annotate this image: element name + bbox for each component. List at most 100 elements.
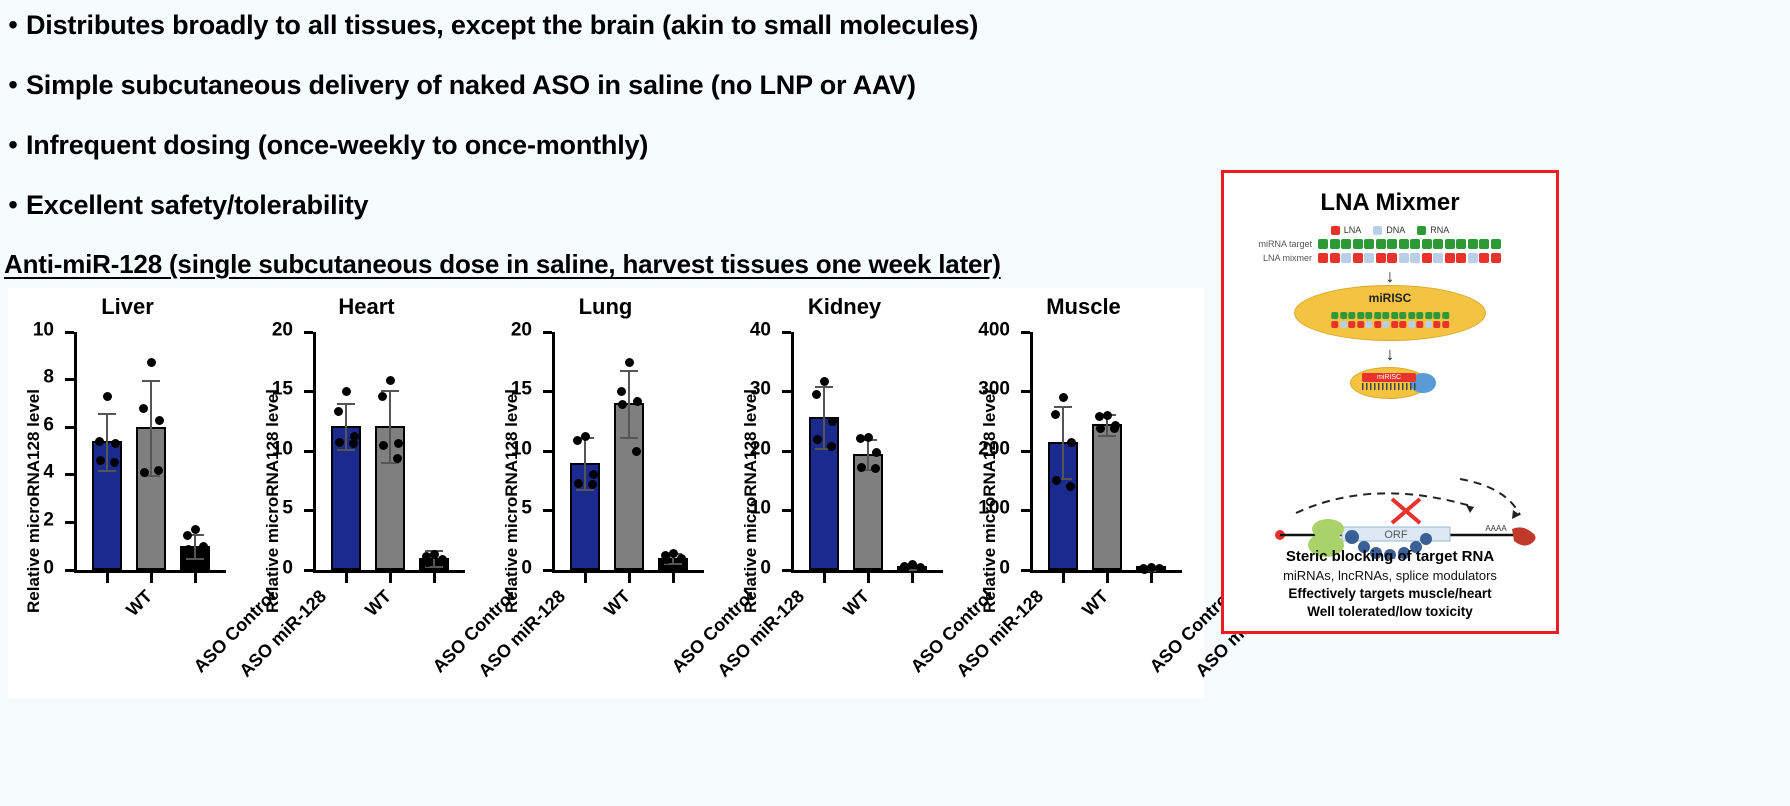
y-tick: 20 [750,438,791,459]
y-tick-label: 5 [282,497,293,519]
error-cap-lower [425,566,443,569]
y-tick: 10 [272,438,313,459]
data-point [811,389,821,399]
error-bar [150,379,152,475]
data-point [421,552,431,562]
x-tick-label: WT [122,586,157,620]
y-tick-label: 0 [760,557,771,579]
chart-title: Lung [578,294,633,319]
data-point [349,432,359,442]
panel-captions: Steric blocking of target RNA miRNAs, ln… [1224,548,1556,619]
list-item: • Infrequent dosing (once-weekly to once… [0,128,1400,162]
data-point [819,376,829,386]
y-tick-label: 10 [749,497,771,519]
y-tick-label: 2 [43,509,54,531]
data-point [109,458,119,468]
data-point [1154,564,1164,574]
y-tick: 4 [43,462,74,483]
list-item: • Simple subcutaneous delivery of naked … [0,68,1400,102]
error-cap-upper [381,390,399,393]
x-axis [552,570,704,573]
x-tick-label: WT [1078,586,1113,620]
error-bar [672,553,674,563]
data-point [422,558,432,568]
chart-kidney: Kidney Relative microRNA128 level 0 10 20 30 4… [725,288,1047,698]
data-point [1139,564,1149,574]
data-point [154,415,164,425]
legend-item-lna: LNA [1330,225,1361,235]
x-tick-label: WT [361,586,396,620]
caption-modalities: miRNAs, lncRNAs, splice modulators [1283,568,1497,583]
y-tick: 15 [272,379,313,400]
bar-wt [331,426,361,570]
data-point [915,562,925,572]
y-tick: 0 [521,557,552,578]
error-bar [389,390,391,462]
dashed-arc-left [1295,492,1475,514]
error-bar [628,370,630,437]
data-point [1066,437,1076,447]
row-label: miRNA target [1258,239,1312,249]
sequence-legend: LNA DNA RNA [1224,225,1556,235]
bullet-text: Infrequent dosing (once-weekly to once-m… [26,130,649,160]
dna-swatch-icon [1373,225,1383,235]
data-point [580,432,590,442]
data-point [1146,563,1156,573]
data-point [392,453,402,463]
y-tick: 5 [521,498,552,519]
y-axis-label: Relative microRNA128 level [741,389,760,613]
data-point [668,548,678,558]
y-tick-label: 10 [510,438,532,460]
plot-area: 0 5 10 15 20 WT ASO Control ASO miR-128 [511,319,808,681]
error-cap-lower [381,461,399,464]
rna-swatch-icon [1417,225,1427,235]
mirisc-blocked-icon: miRISC [1342,365,1438,401]
y-axis [1030,332,1033,570]
peptide-bead [1420,533,1432,545]
risc-protein-icon [1410,373,1436,393]
y-tick: 0 [760,557,791,578]
peptide-bead [1345,530,1359,544]
error-bar [345,403,347,449]
y-tick: 400 [978,319,1030,340]
row-label: LNA mixmer [1262,253,1312,263]
x-tick [345,573,348,583]
data-point [1094,411,1104,421]
y-axis [791,332,794,570]
data-point [812,434,822,444]
data-point [377,391,387,401]
y-tick-label: 400 [978,319,1010,341]
y-axis-label: Relative microRNA128 level [24,389,43,613]
y-tick: 0 [999,557,1030,578]
peptide-bead [1410,541,1422,553]
data-point [333,407,343,417]
y-tick: 8 [43,367,74,388]
y-tick-label: 0 [521,557,532,579]
bullet-marker-icon: • [8,9,18,40]
caption-targets: Effectively targets muscle/heart [1288,586,1492,601]
error-cap-upper [620,370,638,373]
data-point [863,433,873,443]
y-tick: 2 [43,509,74,530]
y-tick-label: 4 [43,461,54,483]
legend-item-rna: RNA [1417,225,1449,235]
bullet-marker-icon: • [8,69,18,100]
data-point [856,463,866,473]
error-cap-lower [98,470,116,473]
peptide-bead [1358,541,1370,553]
data-point [146,358,156,368]
arrowhead-right [1466,505,1474,513]
list-item: • Distributes broadly to all tissues, ex… [0,8,1400,42]
bullet-text: Simple subcutaneous delivery of naked AS… [26,70,916,100]
plot-area: 0 5 10 15 20 WT ASO Control ASO miR-128 [272,319,569,681]
data-point [1058,392,1068,402]
arrow-down-icon: ↓ [1385,266,1395,286]
error-cap-upper [337,403,355,406]
data-point [1065,482,1075,492]
chart-panel: Liver Relative microRNA128 level 0 2 4 6 8 10 WT… [8,288,1286,698]
chart-title: Kidney [807,294,882,319]
plot-area: 0 10 20 30 40 WT ASO Control ASO miR-128 [750,319,1047,681]
data-point [1051,476,1061,486]
arrow-down-icon-2: ↓ [1385,344,1395,364]
y-tick-label: 20 [271,319,293,341]
